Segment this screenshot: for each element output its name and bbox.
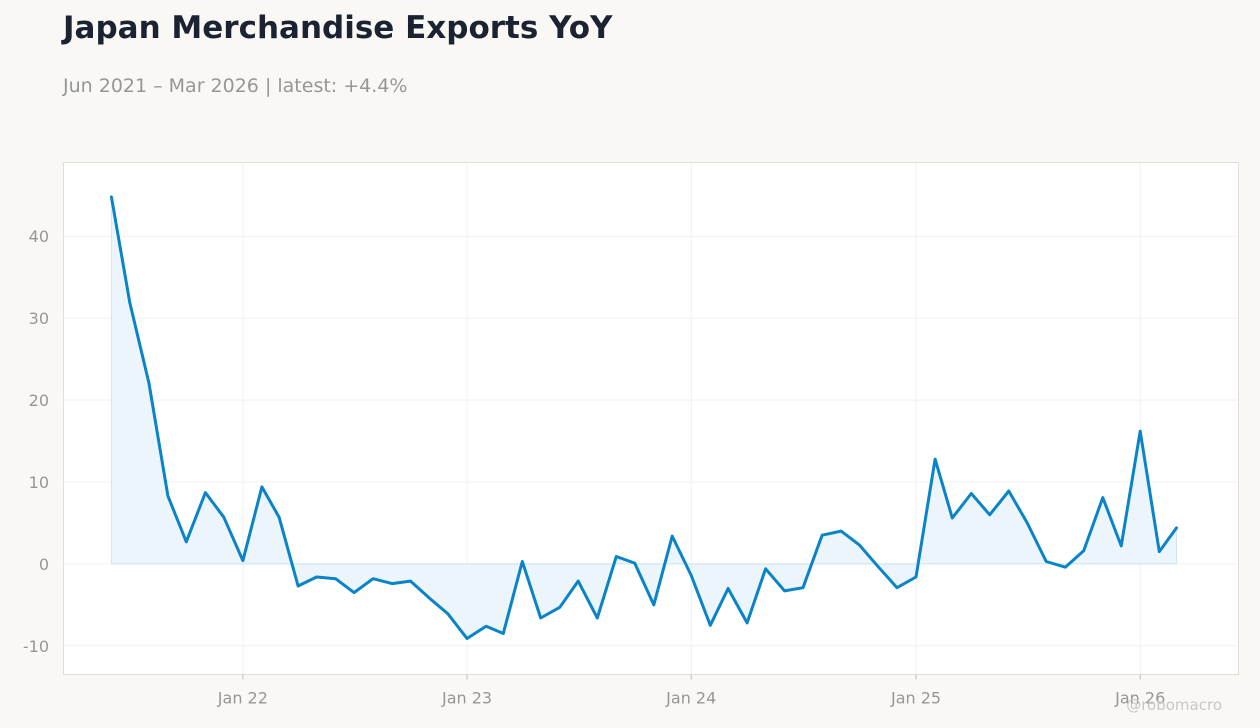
x-tick-label: Jan 25 bbox=[890, 689, 941, 708]
watermark: @robomacro bbox=[1126, 696, 1222, 714]
x-tick-label: Jan 24 bbox=[665, 689, 716, 708]
y-tick-label: -10 bbox=[23, 637, 49, 656]
y-tick-label: 10 bbox=[29, 473, 49, 492]
x-tick-label: Jan 23 bbox=[441, 689, 492, 708]
x-tick-label: Jan 22 bbox=[217, 689, 268, 708]
y-tick-label: 0 bbox=[39, 555, 49, 574]
y-tick-label: 20 bbox=[29, 391, 49, 410]
y-tick-label: 40 bbox=[29, 227, 49, 246]
y-tick-label: 30 bbox=[29, 309, 49, 328]
